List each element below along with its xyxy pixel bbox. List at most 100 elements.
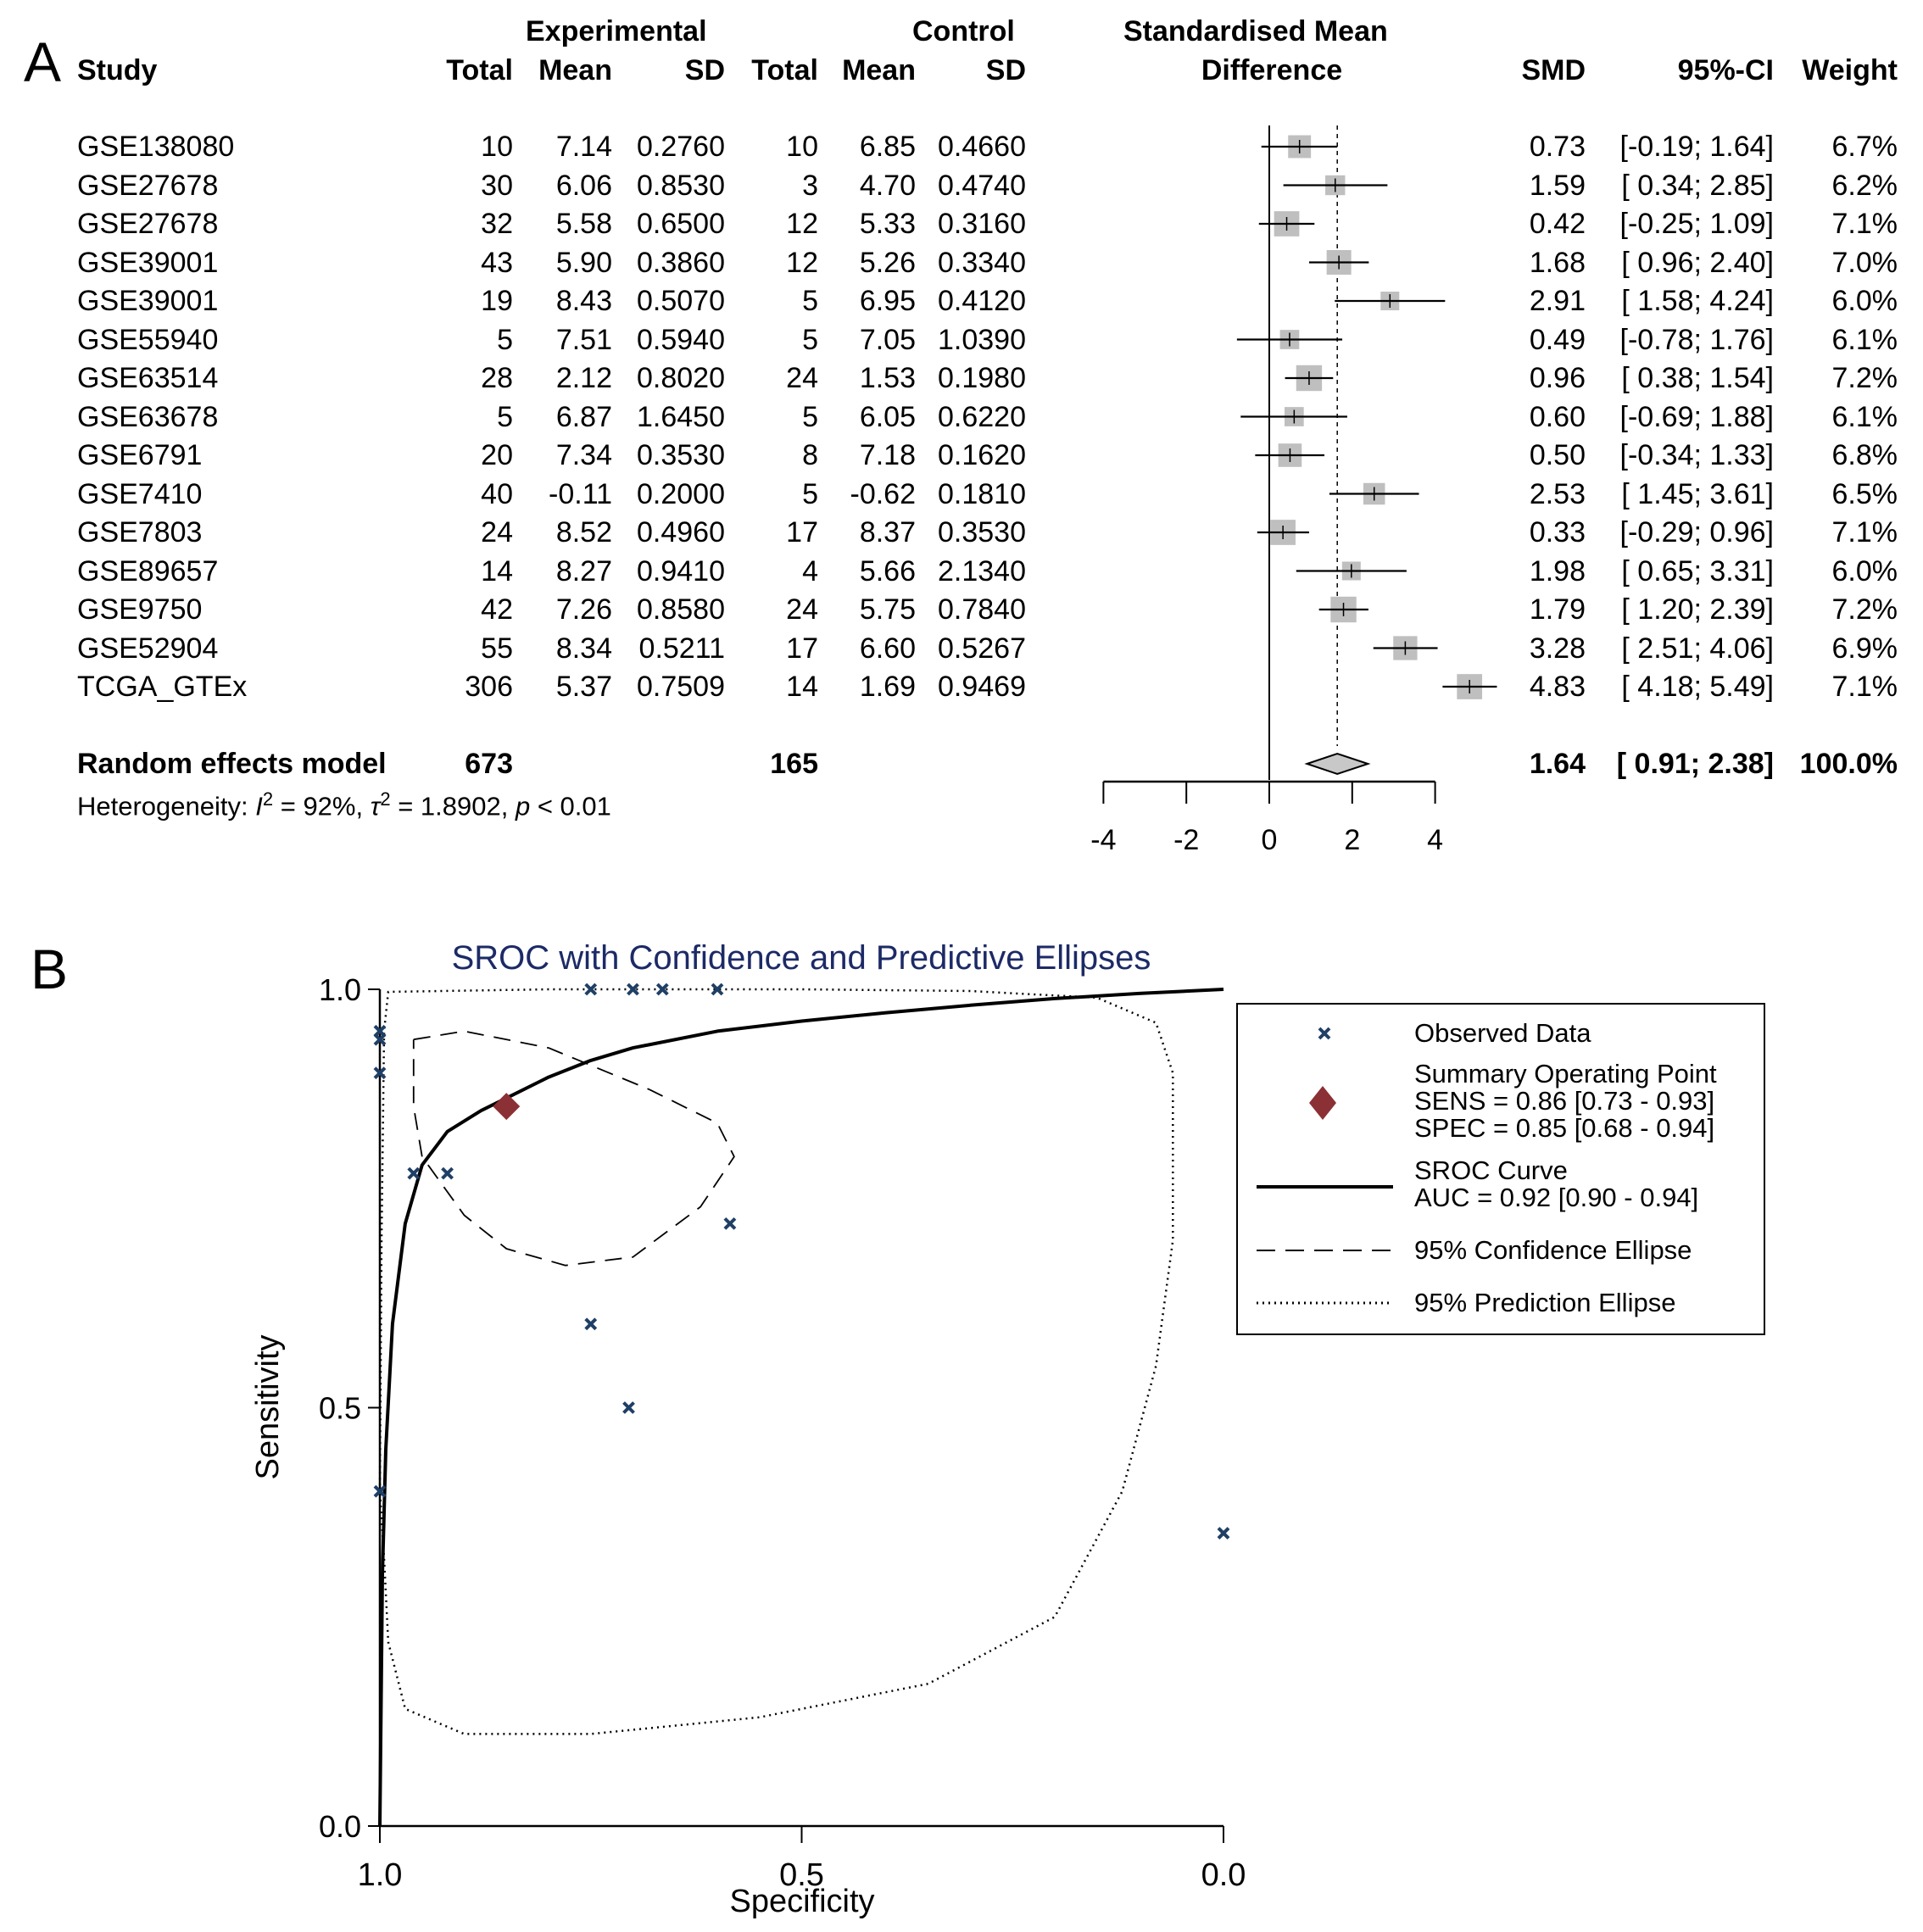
cell-ctl-sd: 0.3160	[938, 208, 1026, 240]
cell-exp-total: 19	[481, 285, 513, 317]
cell-ctl-mean: 4.70	[859, 169, 916, 202]
legend-spec: SPEC = 0.85 [0.68 - 0.94]	[1414, 1113, 1715, 1143]
cell-ctl-total: 24	[786, 362, 818, 394]
cell-weight: 6.0%	[1831, 285, 1898, 317]
confidence-ellipse	[412, 1030, 735, 1267]
cell-ctl-sd: 0.7840	[938, 593, 1026, 626]
cell-ci: [-0.69; 1.88]	[1619, 400, 1774, 433]
cell-smd: 1.59	[1529, 169, 1586, 202]
header-exp-sd: SD	[684, 54, 725, 86]
cell-ctl-mean: 7.18	[859, 439, 916, 471]
cell-exp-total: 42	[481, 593, 513, 626]
sroc-title: SROC with Confidence and Predictive Elli…	[452, 939, 1151, 977]
cell-exp-mean: 8.34	[555, 632, 612, 665]
het-tau2-value: = 1.8902,	[390, 791, 516, 821]
observed-data-point	[1217, 1527, 1230, 1539]
pooled-exp-total: 673	[465, 748, 513, 780]
y-tick-label: 0.5	[319, 1391, 361, 1426]
legend-confidence-label: 95% Confidence Ellipse	[1414, 1235, 1692, 1265]
legend-auc: AUC = 0.92 [0.90 - 0.94]	[1414, 1183, 1699, 1212]
cell-weight: 6.7%	[1831, 131, 1898, 163]
pooled-weight: 100.0%	[1799, 748, 1898, 780]
cell-exp-sd: 0.2760	[637, 131, 725, 163]
y-tick-label: 1.0	[319, 972, 361, 1007]
cell-exp-sd: 0.5940	[637, 323, 725, 356]
forest-x-tick-label: 0	[1262, 824, 1278, 856]
x-axis-label: Specificity	[729, 1884, 874, 1919]
cell-ci: [-0.34; 1.33]	[1619, 439, 1774, 471]
cell-exp-mean: 5.90	[555, 246, 612, 279]
cell-exp-total: 32	[481, 208, 513, 240]
cell-smd: 0.42	[1529, 208, 1586, 240]
cell-exp-sd: 0.5070	[637, 285, 725, 317]
y-axis-label: Sensitivity	[250, 1334, 286, 1479]
cell-smd: 2.91	[1529, 285, 1586, 317]
cell-ctl-mean: 6.05	[859, 400, 916, 433]
observed-x-stroke	[407, 1166, 421, 1180]
legend-observed-icon	[1318, 1027, 1331, 1040]
cell-weight: 6.5%	[1831, 477, 1898, 510]
cell-ctl-mean: 8.37	[859, 516, 916, 548]
cell-ctl-mean: -0.62	[850, 477, 917, 510]
heterogeneity-text: Heterogeneity: I2 = 92%, τ2 = 1.8902, p …	[77, 788, 611, 821]
observed-x-stroke	[622, 1401, 635, 1414]
het-i2-value: = 92%,	[273, 791, 371, 821]
cell-ctl-sd: 0.1620	[938, 439, 1026, 471]
legend-summary-diamond-icon	[1309, 1086, 1336, 1120]
observed-x-stroke	[373, 1066, 387, 1080]
cell-ci: [ 0.38; 1.54]	[1621, 362, 1774, 394]
cell-weight: 6.2%	[1831, 169, 1898, 202]
forest-x-tick-label: 2	[1344, 824, 1360, 856]
cell-study: GSE55940	[77, 323, 219, 356]
cell-exp-total: 43	[481, 246, 513, 279]
cell-ctl-mean: 5.33	[859, 208, 916, 240]
observed-x-stroke	[584, 983, 598, 996]
cell-exp-total: 14	[481, 554, 513, 587]
cell-weight: 6.9%	[1831, 632, 1898, 665]
cell-exp-mean: 5.37	[555, 671, 612, 703]
cell-exp-total: 55	[481, 632, 513, 665]
cell-ctl-total: 5	[802, 400, 818, 433]
cell-smd: 1.98	[1529, 554, 1586, 587]
cell-exp-sd: 0.9410	[637, 554, 725, 587]
cell-ctl-sd: 0.1980	[938, 362, 1026, 394]
legend-sens: SENS = 0.86 [0.73 - 0.93]	[1414, 1086, 1715, 1116]
panel-a-letter: A	[24, 31, 62, 93]
header-weight: Weight	[1802, 54, 1898, 86]
observed-x-stroke	[1217, 1527, 1230, 1539]
cell-ctl-total: 3	[802, 169, 818, 202]
cell-ci: [ 2.51; 4.06]	[1621, 632, 1774, 665]
cell-study: GSE9750	[77, 593, 203, 626]
observed-data-point	[723, 1217, 737, 1230]
cell-ci: [-0.78; 1.76]	[1619, 323, 1774, 356]
cell-exp-sd: 1.6450	[637, 400, 725, 433]
het-tau2-sup: 2	[380, 788, 391, 810]
header-smd-plot-line2: Difference	[1201, 54, 1343, 86]
forest-x-tick-label: -4	[1090, 824, 1116, 856]
cell-study: TCGA_GTEx	[77, 671, 248, 703]
observed-data-point	[655, 983, 669, 996]
cell-exp-sd: 0.2000	[637, 477, 725, 510]
cell-exp-total: 306	[465, 671, 513, 703]
cell-exp-total: 40	[481, 477, 513, 510]
cell-exp-sd: 0.7509	[637, 671, 725, 703]
cell-exp-mean: 7.14	[555, 131, 612, 163]
observed-x-stroke	[711, 983, 724, 996]
observed-data-point	[407, 1166, 421, 1180]
cell-ctl-sd: 0.4660	[938, 131, 1026, 163]
cell-exp-mean: -0.11	[549, 477, 612, 510]
cell-weight: 7.1%	[1831, 208, 1898, 240]
cell-study: GSE7410	[77, 477, 203, 510]
cell-exp-mean: 6.06	[555, 169, 612, 202]
cell-ctl-sd: 0.3530	[938, 516, 1026, 548]
cell-weight: 6.0%	[1831, 554, 1898, 587]
cell-exp-total: 5	[497, 323, 513, 356]
header-exp-total: Total	[446, 54, 513, 86]
cell-study: GSE39001	[77, 285, 219, 317]
pooled-label: Random effects model	[77, 748, 387, 780]
observed-data-point	[584, 1317, 598, 1331]
observed-x-stroke	[723, 1217, 737, 1230]
cell-study: GSE138080	[77, 131, 235, 163]
cell-ctl-sd: 0.4120	[938, 285, 1026, 317]
observed-data-point	[373, 1484, 387, 1498]
